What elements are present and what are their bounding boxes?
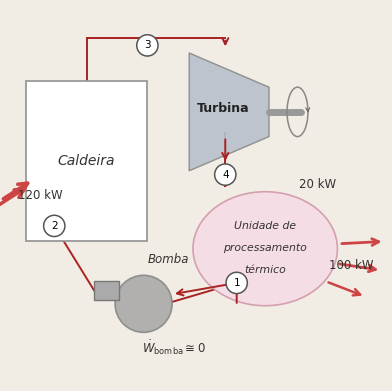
Polygon shape [189,53,269,171]
Circle shape [215,164,236,185]
Circle shape [115,275,172,332]
Text: Caldeira: Caldeira [58,154,115,168]
Text: $\dot{W}_\mathrm{bomba} \cong 0$: $\dot{W}_\mathrm{bomba} \cong 0$ [142,338,206,357]
Text: 4: 4 [222,170,229,179]
Text: 120 kW: 120 kW [18,189,63,202]
Bar [94,281,119,300]
Text: processamento: processamento [223,243,307,253]
Text: 2: 2 [51,221,58,231]
Circle shape [137,35,158,56]
Text: 100 kW: 100 kW [329,259,374,272]
Text: Turbina: Turbina [196,102,249,115]
Text: Unidade de: Unidade de [234,221,296,231]
Text: 1: 1 [233,278,240,288]
Text: térmico: térmico [244,265,286,275]
Bar [26,81,147,241]
Circle shape [44,215,65,237]
Text: Bomba: Bomba [147,253,189,266]
Text: 20 kW: 20 kW [299,178,336,190]
Ellipse shape [193,192,338,306]
Circle shape [226,272,247,294]
Text: 3: 3 [144,40,151,50]
